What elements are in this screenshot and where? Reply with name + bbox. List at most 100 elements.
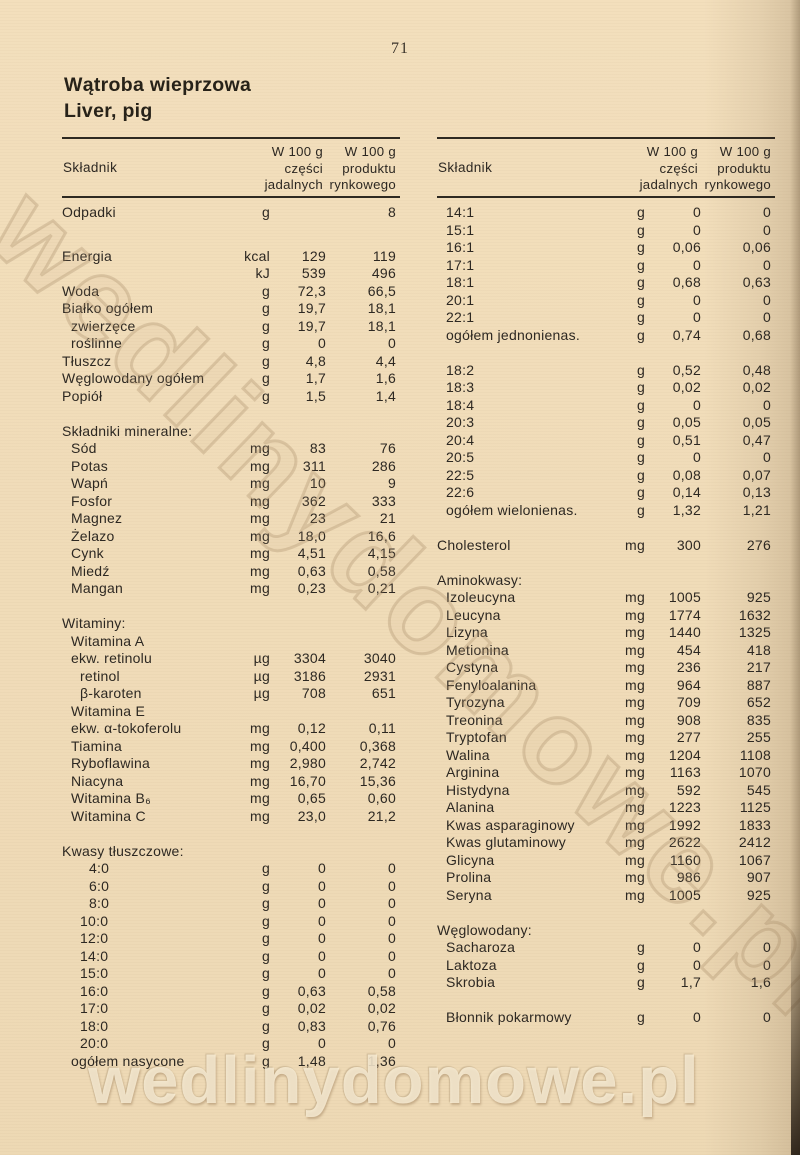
unit-cell: mg <box>250 737 270 754</box>
table-row: Energia kcal 129 119 <box>62 248 396 266</box>
ingredient-label: Niacyna <box>71 772 124 789</box>
ingredient-label: 17:0 <box>80 1000 109 1017</box>
table-row: Cynk mg 4,51 4,15 <box>62 545 396 563</box>
unit-cell: g <box>636 414 645 430</box>
unit-cell: mg <box>625 641 645 658</box>
table-row: Popiół g 1,5 1,4 <box>62 388 396 406</box>
page-edge-shadow <box>790 0 800 1155</box>
table-row: Wapń mg 10 9 <box>62 475 396 493</box>
value-market-cell: 0,21 <box>367 580 396 597</box>
table-row: Walina mg 1204 1108 <box>437 747 771 765</box>
value-edible-cell: 964 <box>676 676 701 693</box>
value-market-cell: 255 <box>746 729 771 745</box>
unit-cell: mg <box>625 869 645 885</box>
unit-cell: µg <box>253 667 270 684</box>
unit-cell: g <box>261 982 270 999</box>
unit-cell: g <box>261 1052 270 1069</box>
ingredient-label: ogółem nasycone <box>71 1052 185 1069</box>
unit-cell: mg <box>625 729 645 745</box>
table-row: Odpadki g 8 <box>62 204 396 222</box>
ingredient-label: Cholesterol <box>437 536 511 553</box>
table-row: 16:0 g 0,63 0,58 <box>62 983 396 1001</box>
table-row: 15:0 g 0 0 <box>62 965 396 983</box>
value-market-cell: 0 <box>387 965 396 982</box>
table-rows-right: 14:1 g 0 0 15:1 g 0 0 16:1 g 0,06 0,06 17:1 g 0 0 18:1 g 0… <box>437 198 775 1027</box>
unit-cell: g <box>636 204 645 220</box>
ingredient-label: Aminokwasy: <box>437 571 523 588</box>
table-row: Tłuszcz g 4,8 4,4 <box>62 353 396 371</box>
nutrition-table-right: Składnik W 100 g części jadalnych W 100 g pro… <box>437 137 775 1027</box>
value-market-cell <box>326 423 396 441</box>
ingredient-label: Witamina B₆ <box>71 790 151 807</box>
unit-cell: g <box>261 965 270 982</box>
ingredient-label: Lizyna <box>446 624 488 640</box>
value-edible-cell: 0,52 <box>672 361 701 378</box>
value-market-cell: 4,15 <box>367 545 396 562</box>
table-row: Miedź mg 0,63 0,58 <box>62 563 396 581</box>
table-row: Lizyna mg 1440 1325 <box>437 624 771 642</box>
value-market-cell: 0,07 <box>742 466 771 483</box>
value-edible-cell: 1,32 <box>672 501 701 518</box>
value-edible-cell: 1992 <box>668 816 701 833</box>
value-market-cell: 907 <box>746 869 771 885</box>
value-market-cell: 0,58 <box>367 982 396 999</box>
value-market-cell: 0 <box>762 221 771 238</box>
table-row: Węglowodany ogółem g 1,7 1,6 <box>62 370 396 388</box>
value-market-cell: 0 <box>762 449 771 465</box>
value-edible-cell: 0,83 <box>297 1017 326 1034</box>
value-market-cell: 76 <box>379 440 396 457</box>
ingredient-label: Skrobia <box>446 974 496 990</box>
value-market-cell: 276 <box>746 536 771 553</box>
unit-cell: mg <box>250 562 270 579</box>
ingredient-label: Seryna <box>446 886 492 903</box>
ingredient-label: Fenyloalanina <box>446 676 537 693</box>
ingredient-label: Sód <box>71 440 97 457</box>
ingredient-label: Cystyna <box>446 659 499 675</box>
value-edible-cell: 0,02 <box>672 379 701 395</box>
unit-cell: g <box>636 379 645 395</box>
value-market-cell: 496 <box>371 265 396 282</box>
page-title-block: Wątroba wieprzowa Liver, pig <box>64 72 251 124</box>
ingredient-label: ekw. α-tokoferolu <box>71 720 182 737</box>
value-edible-cell: 0 <box>692 309 701 325</box>
ingredient-label: Tyrozyna <box>446 694 505 710</box>
table-row: Składniki mineralne: <box>62 423 396 441</box>
value-edible-cell: 0,23 <box>297 580 326 597</box>
table-row: Sód mg 83 76 <box>62 440 396 458</box>
value-edible-cell: 908 <box>676 711 701 728</box>
value-edible-cell: 1005 <box>668 589 701 605</box>
table-header-right: Składnik W 100 g części jadalnych W 100 g pro… <box>437 137 775 198</box>
table-row: Glicyna mg 1160 1067 <box>437 852 771 870</box>
column-header-market-product: W 100 g produktu rynkowego <box>329 144 396 192</box>
unit-cell: mg <box>625 536 645 553</box>
row-gap <box>62 405 396 423</box>
ingredient-label: 18:1 <box>446 274 475 290</box>
unit-cell: g <box>636 449 645 465</box>
value-market-cell: 925 <box>746 886 771 903</box>
value-market-cell: 8 <box>387 204 396 220</box>
value-market-cell: 1632 <box>738 606 771 623</box>
value-market-cell: 0,02 <box>742 379 771 395</box>
table-row: Arginina mg 1163 1070 <box>437 764 771 782</box>
ingredient-label: ogółem jednonienas. <box>446 326 580 343</box>
ingredient-label: Fosfor <box>71 492 113 509</box>
value-market-cell: 0 <box>387 877 396 894</box>
value-market-cell: 0 <box>762 256 771 273</box>
ingredient-label: Histydyna <box>446 781 510 798</box>
unit-cell: g <box>636 326 645 343</box>
unit-cell: mg <box>250 545 270 562</box>
value-edible-cell: 708 <box>301 685 326 702</box>
ingredient-label: Metionina <box>446 641 509 658</box>
table-row: ogółem jednonienas. g 0,74 0,68 <box>437 327 771 345</box>
row-gap <box>62 222 396 248</box>
ingredient-label: Miedź <box>71 562 110 579</box>
value-edible-cell: 10 <box>309 475 326 492</box>
ingredient-label: Sacharoza <box>446 939 516 955</box>
unit-cell: g <box>636 956 645 973</box>
unit-cell <box>593 922 645 940</box>
ingredient-label: 15:0 <box>80 965 109 982</box>
table-header-left: Składnik W 100 g części jadalnych W 100 g pro… <box>62 137 400 198</box>
table-row: 14:1 g 0 0 <box>437 204 771 222</box>
table-row: 16:1 g 0,06 0,06 <box>437 239 771 257</box>
ingredient-label: 8:0 <box>89 895 110 912</box>
